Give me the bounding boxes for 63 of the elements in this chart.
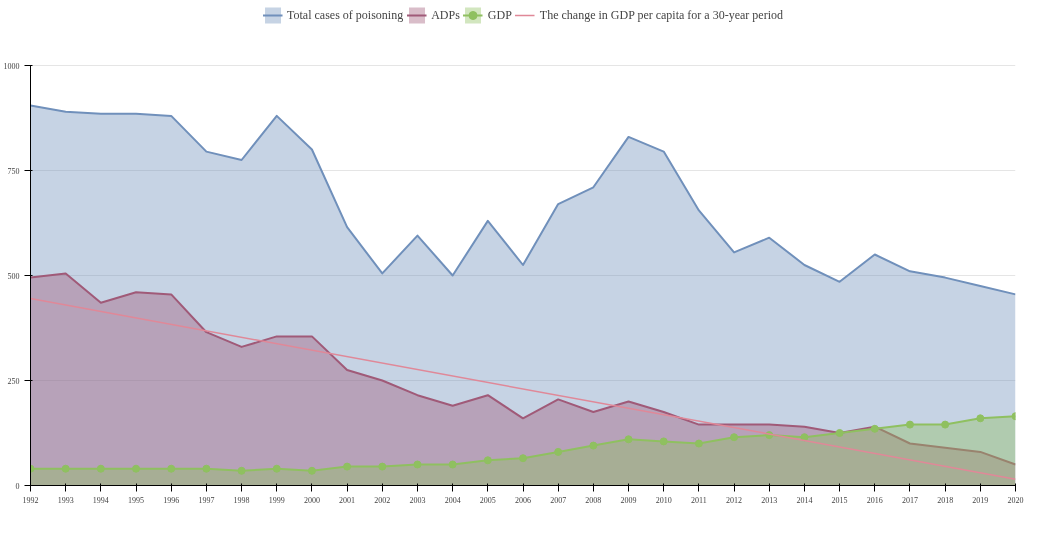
x-tick-label: 1996 xyxy=(163,495,180,505)
x-tick-label: 2007 xyxy=(550,495,567,505)
point xyxy=(272,464,281,473)
x-tick-label: 2004 xyxy=(444,495,461,505)
point xyxy=(237,466,246,475)
y-tick-label: 500 xyxy=(7,271,20,281)
point xyxy=(976,414,985,423)
x-tick-label: 2018 xyxy=(937,495,954,505)
point xyxy=(132,464,141,473)
x-tick-label: 2010 xyxy=(655,495,672,505)
point xyxy=(624,435,633,444)
point xyxy=(589,441,598,450)
point xyxy=(519,454,527,463)
x-tick-label: 2003 xyxy=(409,495,426,505)
point xyxy=(730,433,739,442)
x-tick-label: 2019 xyxy=(972,495,989,505)
legend-label: ADPs xyxy=(431,7,460,23)
point xyxy=(202,464,211,473)
x-tick-label: 1994 xyxy=(92,495,109,505)
point xyxy=(941,420,950,429)
point xyxy=(343,462,352,471)
point xyxy=(554,447,563,456)
x-tick-label: 1992 xyxy=(22,495,39,505)
legend-label: The change in GDP per capita for a 30-year period xyxy=(539,7,783,23)
point xyxy=(694,439,703,448)
x-tick-label: 2008 xyxy=(585,495,602,505)
point xyxy=(96,464,105,473)
x-tick-label: 2005 xyxy=(479,495,496,505)
x-tick-label: 2006 xyxy=(515,495,531,505)
point xyxy=(835,429,844,437)
x-tick-label: 1998 xyxy=(233,495,250,505)
point xyxy=(413,460,422,469)
y-tick-label: 250 xyxy=(7,376,20,386)
x-tick-label: 2002 xyxy=(374,495,391,505)
point xyxy=(905,420,914,429)
x-tick-label: 2015 xyxy=(831,495,848,505)
x-tick-label: 2020 xyxy=(1007,495,1024,505)
x-tick-label: 2012 xyxy=(726,495,743,505)
x-tick-label: 1997 xyxy=(198,495,215,505)
y-tick-label: 750 xyxy=(7,166,20,176)
x-tick-label: 2017 xyxy=(901,495,918,505)
point xyxy=(307,466,316,475)
point xyxy=(870,424,879,433)
x-tick-label: 1999 xyxy=(268,495,285,505)
x-tick-label: 2013 xyxy=(761,495,778,505)
point xyxy=(167,464,176,473)
point xyxy=(378,462,387,471)
x-tick-label: 2001 xyxy=(339,495,356,505)
x-tick-label: 1995 xyxy=(128,495,145,505)
point xyxy=(483,456,492,465)
x-tick-label: 2009 xyxy=(620,495,637,505)
x-tick-label: 2014 xyxy=(796,495,813,505)
y-tick-label: 1000 xyxy=(3,61,20,71)
x-tick-label: 2000 xyxy=(303,495,320,505)
point xyxy=(448,460,457,469)
y-tick-label: 0 xyxy=(15,481,20,491)
legend-label: Total cases of poisoning xyxy=(287,7,404,23)
x-tick-label: 1993 xyxy=(57,495,74,505)
x-tick-label: 2011 xyxy=(691,495,707,505)
point xyxy=(659,437,668,446)
point xyxy=(61,464,70,473)
x-tick-label: 2016 xyxy=(866,495,883,505)
legend-label: GDP xyxy=(487,7,512,23)
